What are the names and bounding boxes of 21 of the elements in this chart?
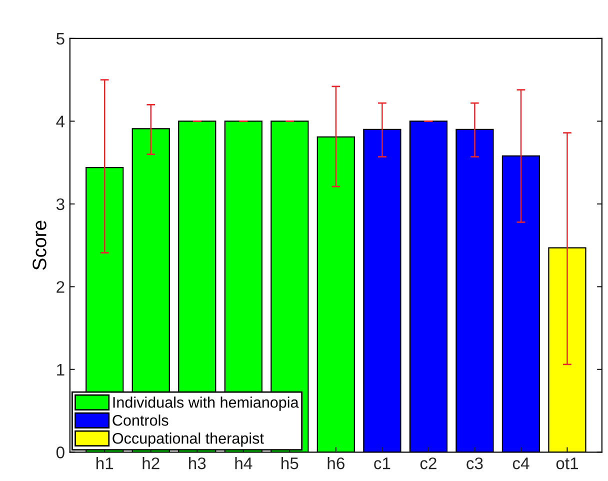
- x-tick-label: c1: [374, 458, 390, 470]
- y-tick-label: 2: [56, 281, 64, 293]
- x-tick-label: h4: [235, 457, 252, 470]
- y-tick-label: 1: [57, 364, 64, 376]
- x-tick-label: h5: [282, 457, 298, 470]
- x-tick-label: ot1: [556, 458, 578, 470]
- x-tick-label: h2: [142, 457, 160, 470]
- legend-label: Occupational therapist: [112, 432, 264, 447]
- y-tick-label: 3: [56, 198, 64, 210]
- x-tick-label: c4: [512, 458, 530, 470]
- y-axis-title: Score: [32, 220, 46, 270]
- x-tick-label: h1: [96, 457, 114, 470]
- legend-label: Individuals with hemianopia: [113, 396, 299, 411]
- y-tick-label: 4: [56, 116, 65, 128]
- x-tick-label: c3: [466, 457, 483, 470]
- x-tick-label: c2: [420, 457, 436, 470]
- legend-label: Controls: [112, 414, 168, 426]
- x-tick-label: h3: [189, 457, 206, 470]
- y-tick-label: 5: [56, 33, 64, 45]
- x-tick-label: h6: [328, 457, 344, 470]
- y-tick-label: 0: [56, 446, 64, 458]
